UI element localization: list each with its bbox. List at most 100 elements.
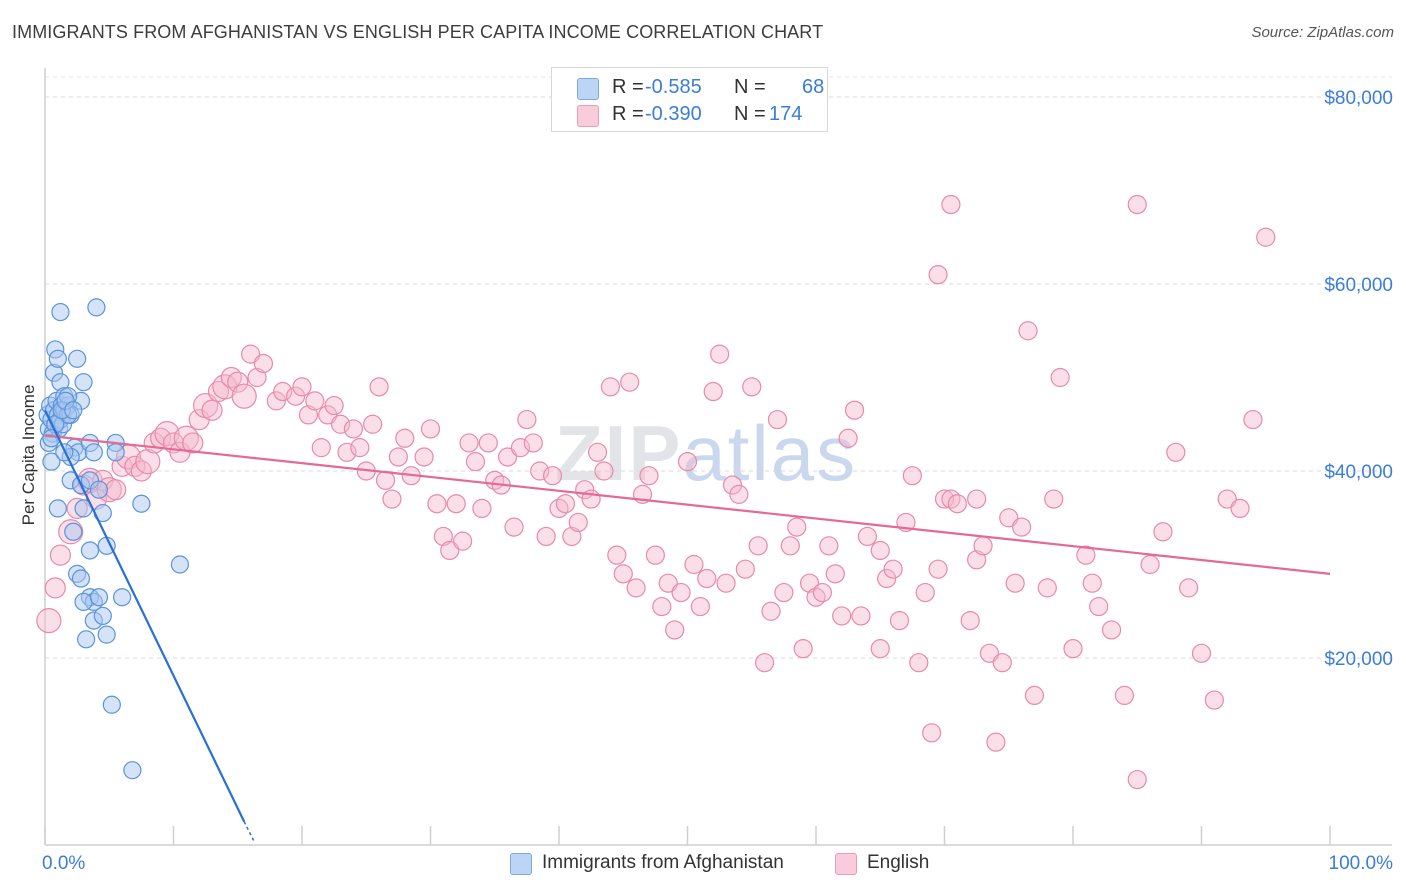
english-point <box>433 526 453 547</box>
english-point <box>947 494 967 514</box>
legend-r-value: -0.390 <box>645 103 702 125</box>
english-point <box>710 344 730 364</box>
english-point <box>369 377 389 397</box>
english-point <box>510 438 531 458</box>
afghanistan-point <box>97 625 116 644</box>
english-point <box>154 421 180 447</box>
legend-r-value: -0.585 <box>645 76 702 98</box>
english-point <box>472 498 492 518</box>
english-point <box>870 639 890 659</box>
english-point <box>607 545 627 565</box>
english-point <box>889 610 910 631</box>
english-point <box>478 433 498 453</box>
english-point <box>838 428 858 448</box>
english-point <box>36 607 62 634</box>
english-point <box>793 639 813 659</box>
y-tick-label: $80,000 <box>1324 88 1393 109</box>
english-point <box>587 442 608 462</box>
english-point <box>350 438 370 458</box>
english-point <box>877 568 897 589</box>
afghanistan-trend-line <box>44 409 246 823</box>
english-point <box>337 442 357 462</box>
english-point <box>1076 545 1096 565</box>
english-point <box>44 577 66 599</box>
afghanistan-points <box>38 298 190 780</box>
legend-n-label: N = <box>734 103 766 125</box>
english-point <box>716 573 736 593</box>
english-point <box>1005 573 1025 593</box>
afghanistan-point <box>80 541 100 560</box>
english-point <box>658 573 678 593</box>
afghanistan-point <box>84 443 103 462</box>
english-point <box>1044 489 1064 509</box>
watermark-atlas: atlas <box>682 409 858 497</box>
afghanistan-point <box>42 452 61 471</box>
legend-swatch-pink <box>835 853 857 875</box>
english-trend-line <box>44 434 1331 575</box>
english-point <box>568 512 588 533</box>
english-point <box>851 606 871 626</box>
english-point <box>902 466 922 486</box>
english-point <box>1018 321 1038 341</box>
legend-n-value: 174 <box>769 103 803 125</box>
english-point <box>703 381 723 402</box>
english-point <box>1230 498 1250 518</box>
english-point <box>530 461 550 481</box>
english-point <box>105 479 127 501</box>
english-point <box>330 414 351 434</box>
english-point <box>986 732 1006 752</box>
english-point <box>440 540 460 561</box>
english-point <box>536 526 556 547</box>
english-point <box>613 564 633 584</box>
x-tick-label: 0.0% <box>42 853 85 874</box>
english-point <box>883 559 903 579</box>
english-point <box>1204 690 1224 710</box>
english-point <box>517 409 537 430</box>
english-point <box>292 377 312 397</box>
english-point <box>735 559 755 579</box>
english-point <box>671 582 691 603</box>
english-point <box>626 578 646 598</box>
english-point <box>324 395 344 416</box>
trend-lines <box>44 409 1331 843</box>
english-point <box>305 391 325 411</box>
english-point <box>665 620 685 640</box>
english-point <box>767 409 788 430</box>
english-point <box>1153 522 1173 542</box>
afghanistan-point <box>89 588 109 607</box>
legend-r-label: R = <box>612 103 644 125</box>
english-point <box>832 606 852 626</box>
legend-swatch-blue <box>510 853 532 875</box>
afghanistan-point <box>51 302 70 322</box>
english-point <box>523 433 543 453</box>
afghanistan-point <box>93 606 112 626</box>
english-point <box>1217 489 1237 509</box>
english-point <box>934 489 955 509</box>
english-point <box>363 414 383 434</box>
chart-title: IMMIGRANTS FROM AFGHANISTAN VS ENGLISH P… <box>12 22 824 42</box>
english-point <box>857 526 878 547</box>
legend-label-english: English <box>867 852 930 873</box>
english-point <box>722 475 743 495</box>
y-axis-label: Per Capita Income <box>19 385 38 526</box>
english-point <box>594 461 614 481</box>
english-point <box>909 653 929 673</box>
english-point <box>1024 685 1045 706</box>
english-point <box>498 447 518 467</box>
english-point <box>999 508 1019 528</box>
afghanistan-point <box>132 494 151 513</box>
english-point <box>414 447 434 467</box>
english-point <box>787 517 807 537</box>
english-point <box>375 470 396 490</box>
english-point <box>754 653 775 673</box>
english-point <box>677 452 698 472</box>
english-point <box>812 582 833 603</box>
english-point <box>967 550 987 570</box>
english-point <box>799 573 820 593</box>
english-point <box>941 194 961 215</box>
english-point <box>652 596 672 617</box>
english-point <box>427 494 447 514</box>
english-point <box>825 564 845 584</box>
english-point <box>870 540 890 561</box>
